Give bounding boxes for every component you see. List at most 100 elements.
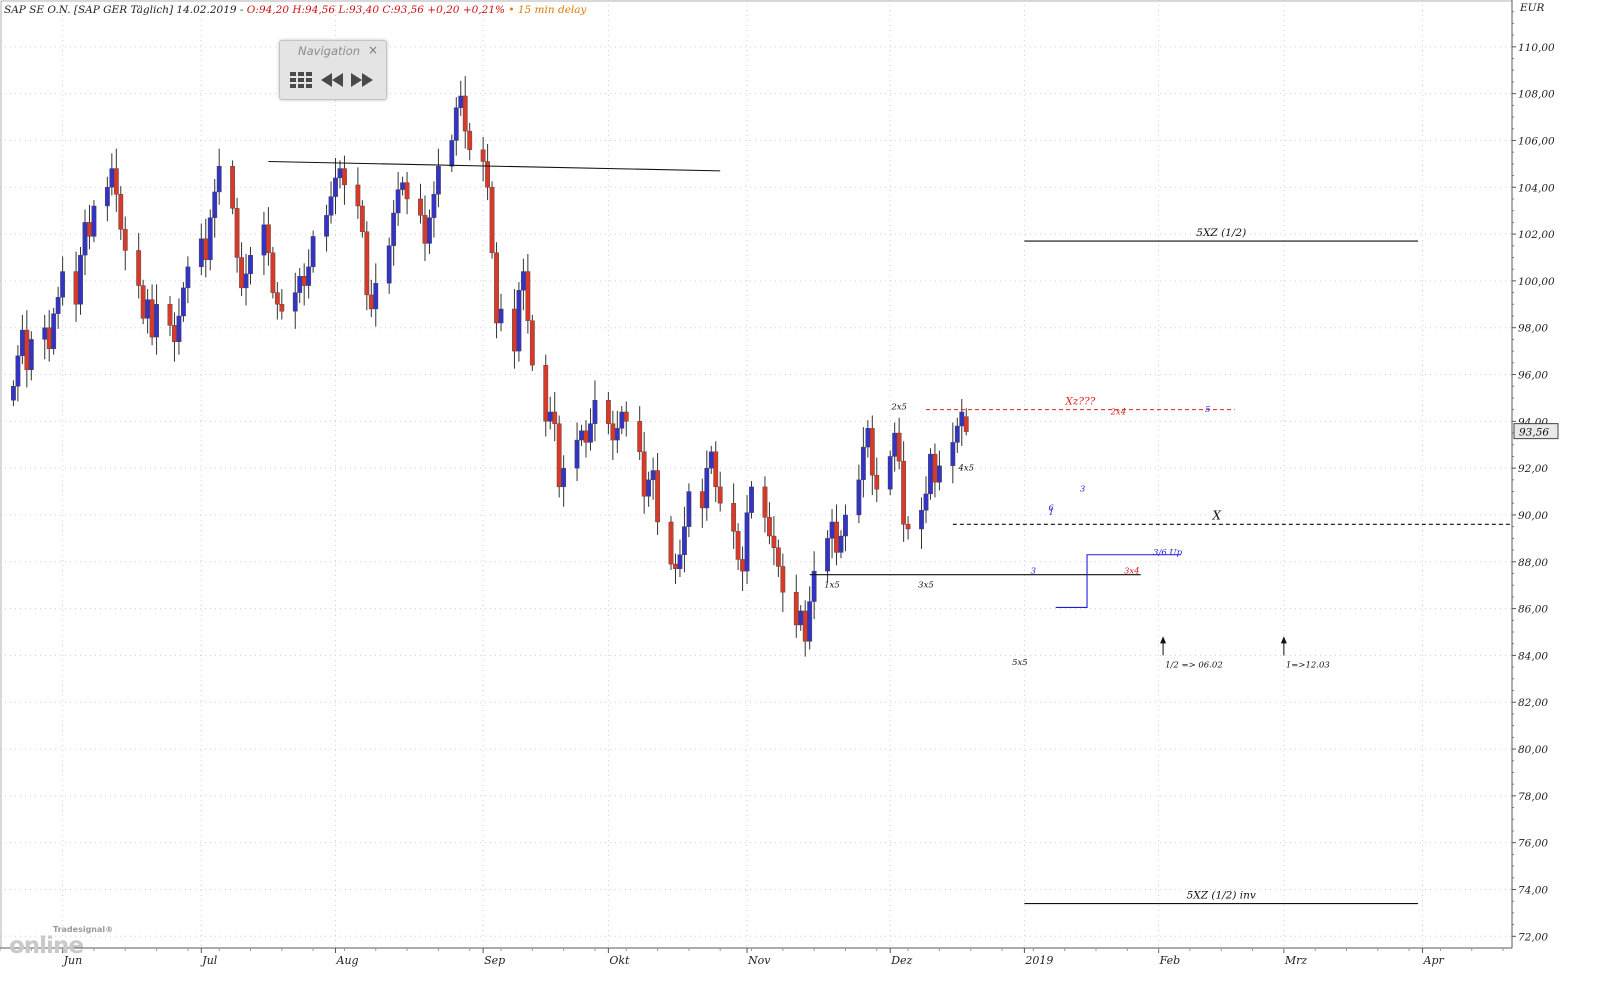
arrow-label: 1=>12.03: [1286, 660, 1330, 670]
candle-body-down: [203, 238, 209, 261]
candle-body-down: [771, 535, 777, 548]
candle-body-up: [176, 315, 182, 342]
candle-body-down: [418, 198, 423, 216]
candle: [494, 242, 499, 339]
candle-body-down: [731, 503, 737, 532]
candle-body-down: [467, 130, 473, 151]
candle-body-down: [46, 327, 52, 349]
candle: [525, 253, 531, 334]
candle-body-down: [239, 257, 244, 289]
candle: [605, 392, 611, 435]
rewind-icon: [321, 73, 343, 87]
y-tick-label: 74,00: [1518, 884, 1548, 896]
navigation-title: Navigation: [298, 44, 361, 58]
candle-body-up: [212, 191, 218, 218]
candle-body-down: [525, 271, 531, 321]
candle-body-up: [15, 355, 21, 387]
candle-body-up: [937, 465, 942, 483]
grid-menu-button[interactable]: [288, 67, 314, 91]
candle: [391, 200, 397, 266]
candle-body-down: [655, 470, 660, 523]
rewind-button[interactable]: [319, 67, 345, 91]
logo-text: online: [9, 933, 84, 959]
candle: [641, 431, 647, 514]
candle-body-up: [498, 308, 504, 324]
candle: [113, 148, 119, 212]
annotation-label: 2x4: [1110, 407, 1127, 417]
candle: [588, 408, 593, 451]
candle: [234, 197, 240, 273]
y-tick-label: 86,00: [1518, 604, 1548, 616]
candle-body-down: [717, 486, 723, 504]
candle: [811, 551, 817, 620]
candle: [592, 380, 598, 442]
x-tick-label: 2019: [1024, 954, 1053, 967]
candle-body-down: [234, 208, 240, 258]
candle-body-up: [395, 189, 401, 214]
candle: [230, 160, 236, 215]
candle-body-down: [740, 559, 745, 572]
candle-body-down: [167, 304, 173, 326]
candle: [614, 410, 620, 453]
navigation-panel[interactable]: Navigation ×: [279, 40, 387, 100]
candle: [310, 230, 316, 273]
candle-body-up: [11, 386, 16, 401]
x-tick-label: Feb: [1159, 954, 1181, 967]
candle: [306, 249, 312, 299]
candle: [963, 408, 969, 436]
chart-header: SAP SE O.N. [SAP GER Täglich] 14.02.2019…: [4, 4, 586, 16]
candle-body-down: [301, 276, 307, 286]
x-tick-label: Aug: [336, 954, 359, 967]
candle-body-up: [198, 238, 204, 268]
candle: [136, 232, 142, 299]
candle: [937, 450, 942, 491]
header-dot: •: [504, 4, 518, 16]
candle-body-down: [637, 421, 643, 452]
candle-body-up: [42, 327, 48, 340]
candle-body-up: [185, 266, 191, 289]
candle: [292, 272, 298, 329]
candle-body-down: [775, 547, 781, 567]
candle: [453, 97, 459, 156]
candle-body-down: [793, 592, 799, 626]
candle-body-up: [453, 107, 459, 141]
x-tick-label: Jun: [62, 954, 83, 967]
line-trend: [268, 160, 721, 172]
candle: [91, 200, 97, 243]
candle-body-up: [677, 554, 683, 569]
candle-body-up: [686, 491, 692, 527]
candle: [887, 450, 893, 496]
arrow-label: 1/2 => 06.02: [1165, 660, 1223, 670]
candle-body-down: [279, 304, 285, 312]
candle-body-up: [435, 165, 441, 195]
candle-body-up: [154, 304, 159, 338]
candle-body-up: [619, 411, 625, 429]
candle-body-up: [104, 187, 110, 207]
annotation-label: 1: [1049, 508, 1054, 518]
candle: [516, 282, 522, 362]
candle: [279, 289, 285, 320]
candle: [950, 422, 956, 484]
candle: [15, 345, 21, 402]
candle: [749, 481, 754, 519]
candle-body-up: [959, 411, 965, 427]
candle: [735, 523, 741, 570]
candle-body-up: [704, 467, 710, 509]
candle: [825, 530, 830, 582]
line-label: Xz???: [1064, 396, 1095, 408]
candle-body-down: [963, 416, 969, 432]
annotation-label: 3x4: [1124, 566, 1140, 576]
y-tick-label: 106,00: [1518, 135, 1555, 147]
candle: [775, 539, 781, 577]
candle-body-up: [391, 212, 397, 246]
candle: [807, 586, 813, 650]
candle-body-down: [87, 222, 92, 237]
candle-body-up: [856, 479, 862, 516]
fast-forward-button[interactable]: [349, 67, 375, 91]
y-tick-label: 110,00: [1518, 42, 1555, 54]
candle: [901, 441, 907, 542]
close-icon[interactable]: ×: [367, 43, 378, 57]
